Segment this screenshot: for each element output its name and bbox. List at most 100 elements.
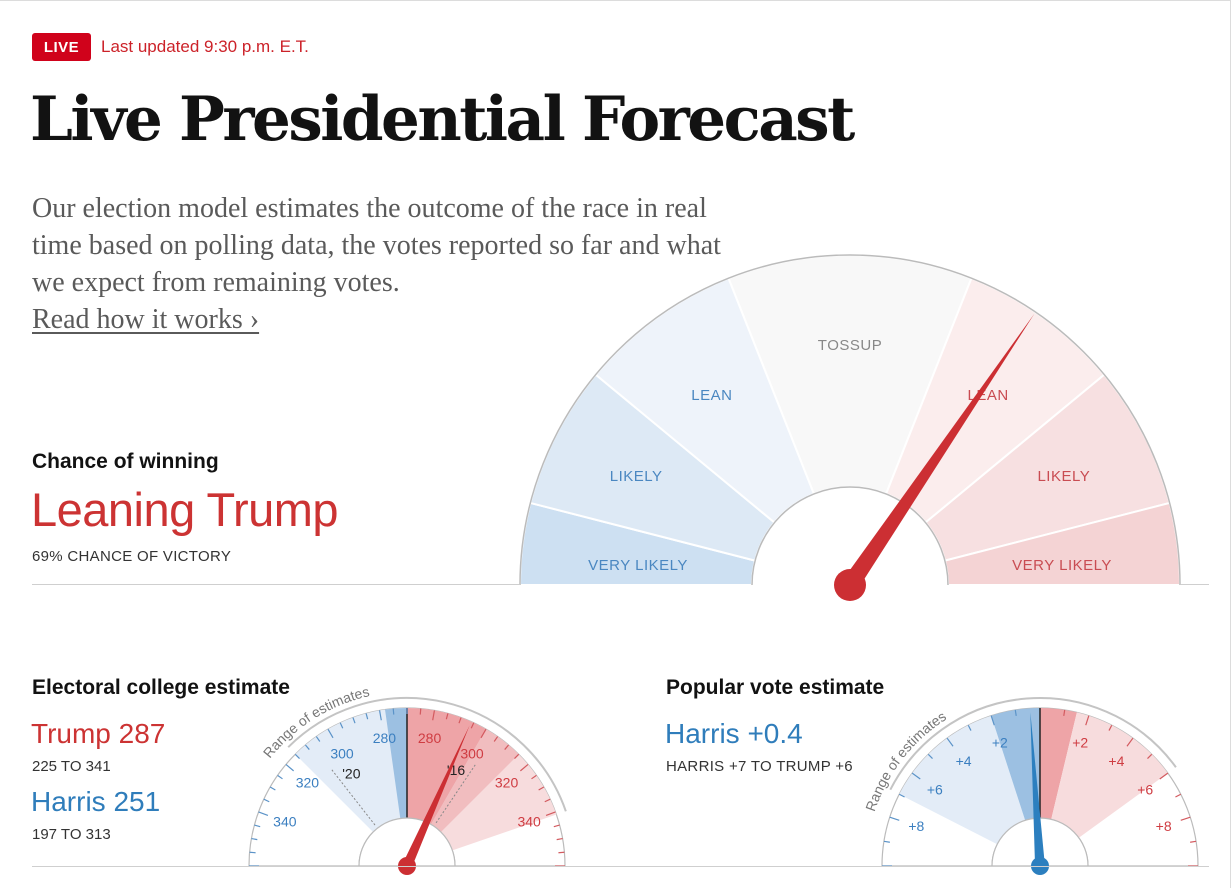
ec-center-rep: [407, 708, 486, 825]
popular-range: HARRIS +7 TO TRUMP +6: [666, 758, 853, 775]
ec-tick: [419, 708, 422, 715]
pv-tick: [911, 772, 921, 780]
ec-range-arc: [287, 697, 567, 812]
ec-tick: [392, 708, 395, 715]
pv-range-dem: [899, 715, 1026, 845]
read-how-link[interactable]: Read how it works ›: [32, 304, 260, 335]
chance-value: Leaning Trump: [31, 483, 339, 536]
pv-tick-label-rep: +2: [1072, 734, 1088, 750]
pv-tick-label-dem: +6: [927, 782, 943, 798]
pv-center-dem: [991, 708, 1040, 821]
frame-top-border: [0, 0, 1231, 1]
pv-tick-label-dem: +4: [956, 753, 972, 769]
ec-tick: [531, 774, 537, 780]
ec-tick: [544, 798, 551, 803]
ec-tick: [519, 763, 529, 772]
ec-tick: [432, 710, 436, 721]
pv-tick-label-dem: +8: [908, 818, 924, 834]
electoral-harris-range: 197 TO 313: [32, 826, 111, 843]
pv-tick: [1014, 709, 1017, 716]
chance-gauge-chart: VERY LIKELYLIKELYLEANTOSSUPLEANLIKELYVER…: [518, 254, 1182, 601]
ec-tick: [339, 722, 344, 729]
pv-tick: [1108, 724, 1113, 731]
pv-tick: [1147, 753, 1153, 759]
gauge-label-0: VERY LIKELY: [588, 557, 688, 574]
ec-history-label: '20: [342, 765, 360, 781]
electoral-trump-range: 225 TO 341: [32, 758, 111, 775]
ec-tick-label-rep: 280: [418, 730, 442, 746]
pv-range-rep: [1051, 712, 1168, 838]
ec-range-dem: [295, 708, 407, 833]
pv-tick: [1063, 709, 1066, 716]
ec-tick: [269, 786, 276, 791]
ec-tick-label-rep: 300: [460, 745, 484, 761]
pv-tick: [889, 816, 900, 821]
ec-tick-label-dem: 340: [273, 814, 297, 830]
electoral-label: Electoral college estimate: [32, 676, 290, 699]
pv-tick: [1180, 816, 1191, 821]
ec-tick: [504, 744, 510, 750]
ec-tick: [445, 713, 449, 720]
last-updated: Last updated 9:30 p.m. E.T.: [101, 37, 309, 56]
ec-tick-label-dem: 280: [373, 730, 397, 746]
pv-tick: [946, 737, 954, 747]
ec-tick: [556, 837, 563, 841]
ec-center-dem: [385, 708, 407, 819]
chance-needle-hub: [834, 569, 866, 601]
popular-label: Popular vote estimate: [666, 676, 885, 699]
ec-tick: [378, 710, 382, 721]
ec-tick: [352, 717, 356, 724]
gauge-label-2: LEAN: [691, 387, 732, 404]
chance-label: Chance of winning: [32, 450, 219, 473]
pv-tick: [1126, 737, 1134, 747]
pv-tick: [898, 793, 905, 798]
ec-tick: [538, 786, 545, 791]
ec-tick-label-dem: 320: [296, 774, 320, 790]
pv-tick-label-rep: +8: [1156, 818, 1172, 834]
ec-tick: [558, 851, 565, 854]
ec-tick: [480, 728, 487, 739]
ec-tick-label-dem: 300: [330, 745, 354, 761]
page-title: Live Presidential Forecast: [30, 84, 855, 155]
lede-paragraph: Our election model estimates the outcome…: [32, 190, 722, 338]
ec-tick: [254, 824, 261, 828]
lede-text: Our election model estimates the outcome…: [32, 193, 721, 298]
ec-tick: [470, 722, 475, 729]
pv-tick: [1175, 793, 1182, 798]
pv-tick: [990, 715, 995, 726]
pv-needle: [1030, 712, 1045, 867]
ec-tick: [514, 753, 520, 759]
ec-tick: [263, 798, 270, 803]
gauge-label-5: LIKELY: [1037, 468, 1090, 485]
gauge-label-6: VERY LIKELY: [1012, 557, 1112, 574]
gauge-label-1: LIKELY: [610, 468, 663, 485]
gauge-outline: [519, 254, 1181, 586]
ec-tick: [285, 763, 295, 772]
pv-tick: [1190, 840, 1197, 843]
ec-hub: [358, 817, 456, 867]
ec-tick: [458, 717, 462, 724]
electoral-trump-value: Trump 287: [31, 718, 166, 749]
ec-tick: [304, 744, 310, 750]
pv-center-rep: [1040, 708, 1077, 820]
ec-tick: [327, 728, 334, 739]
chance-subtitle: 69% CHANCE OF VICTORY: [32, 548, 232, 565]
ec-tick: [294, 753, 300, 759]
ec-mid-rep: [431, 729, 519, 833]
pv-tick: [883, 840, 890, 843]
ec-tick: [365, 713, 369, 720]
ec-tick: [315, 736, 321, 742]
pv-tick-label-rep: +6: [1137, 782, 1153, 798]
popular-value: Harris +0.4: [665, 718, 803, 749]
ec-tick: [251, 837, 258, 841]
pv-tick: [1159, 772, 1169, 780]
live-badge: LIVE: [32, 33, 91, 61]
electoral-harris-value: Harris 251: [31, 786, 161, 817]
pv-range-arc: [889, 697, 1177, 791]
chance-needle: [842, 313, 1035, 590]
ec-tick: [258, 811, 269, 816]
ec-tick: [553, 824, 560, 828]
ec-tick: [545, 811, 556, 816]
